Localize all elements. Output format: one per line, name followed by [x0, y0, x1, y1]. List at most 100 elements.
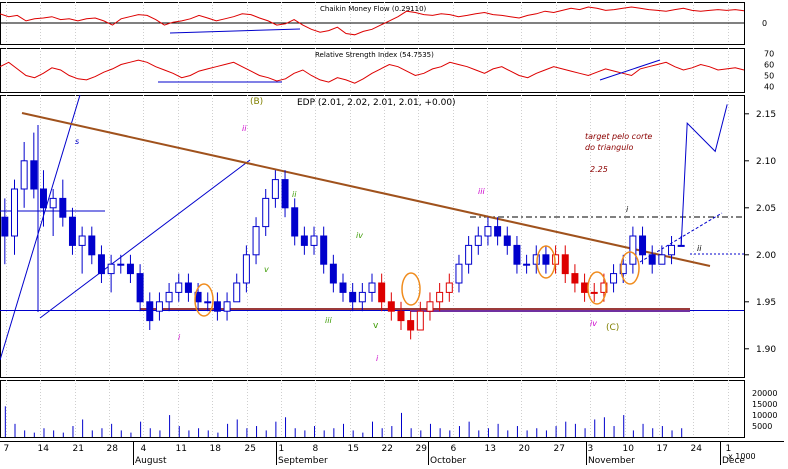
candle-body [407, 320, 415, 331]
candle-body [339, 282, 347, 293]
wave-label: v [264, 265, 269, 274]
candle-body [281, 179, 289, 209]
target-text-line1: target pelo corte [585, 132, 652, 141]
price-title: EDP (2.01, 2.02, 2.01, 2.01, +0.00) [297, 98, 456, 108]
candle-body [310, 235, 318, 246]
wave-label: iv [356, 231, 363, 240]
price-y-tick: 2.00 [756, 251, 776, 261]
highlight-circle [587, 271, 607, 305]
candle-body [465, 244, 473, 265]
volume-y-tick: 20000 [752, 389, 777, 398]
chaikin-money-flow-panel: Chaikin Money Flow (0.29110) [0, 5, 745, 36]
wave-label: iv [590, 319, 597, 328]
candle-body [291, 207, 299, 237]
candle-body [97, 254, 105, 275]
candle-body [639, 235, 647, 256]
rsi-y-tick: 60 [764, 61, 774, 70]
rising-channel-lower [39, 159, 251, 319]
highlight-circle [194, 283, 214, 317]
candle-body [136, 273, 144, 303]
x-tick-label: 18 [210, 444, 222, 454]
candle-body [600, 282, 608, 293]
volume-y-tick: 5000 [752, 422, 772, 431]
wave-label-c: (C) [606, 323, 619, 333]
x-tick-label: 8 [313, 444, 319, 454]
candle-body [436, 291, 444, 303]
candle-body [262, 197, 270, 228]
candle-body [358, 291, 366, 303]
highlight-circle [536, 245, 556, 279]
highlight-circle [401, 272, 421, 306]
price-y-tick: 2.15 [756, 110, 776, 120]
volume-panel [4, 406, 683, 437]
candle-body [329, 263, 337, 284]
month-label: September [278, 456, 328, 465]
x-tick-label: 28 [107, 444, 119, 454]
candle-body [39, 188, 47, 209]
candle-body [619, 263, 627, 275]
x-tick-label: 11 [176, 444, 187, 454]
candle-body [590, 291, 598, 294]
cmf-series-line [0, 6, 745, 36]
x-tick-label: 25 [245, 444, 256, 454]
wave-label: iii [478, 187, 485, 196]
candle-body [532, 254, 540, 265]
candle-body [223, 301, 231, 312]
x-tick-label: 27 [554, 444, 565, 454]
candle-body [117, 263, 125, 266]
wave-label: ii [292, 190, 297, 199]
rsi-trendline-2 [599, 59, 661, 81]
candle-body [1, 216, 9, 237]
candle-body [581, 282, 589, 293]
candle-body [59, 197, 67, 218]
candle-body [397, 310, 405, 322]
candle-body [561, 254, 569, 275]
candle-body [658, 254, 666, 265]
candle-body [20, 160, 28, 190]
month-label: Dece [722, 456, 745, 465]
price-y-tick: 1.90 [756, 345, 776, 355]
candle-body [320, 235, 328, 265]
candle-body [10, 188, 18, 237]
candle-body [494, 226, 502, 237]
candle-body [146, 301, 154, 322]
triangle-trendline [21, 112, 711, 267]
volume-unit-label: x 1000 [728, 452, 756, 461]
x-tick-label: 24 [691, 444, 703, 454]
grid-lines [6, 2, 729, 437]
x-tick-label: 1 [726, 444, 732, 454]
x-tick-label: 1 [279, 444, 285, 454]
price-y-tick: 2.10 [756, 157, 776, 167]
x-tick-label: 15 [348, 444, 359, 454]
candle-body [242, 254, 250, 284]
x-tick-label: 10 [623, 444, 635, 454]
candle-body [30, 160, 38, 190]
x-tick-label: 29 [416, 444, 428, 454]
rsi-y-tick: 50 [764, 72, 774, 81]
candle-body [107, 263, 115, 275]
x-tick-label: 13 [485, 444, 496, 454]
axes: 7 14 21 28 4 11 18 25 1 8 15 22 29 6 13 20 27 3 10 17 24 1Aug… [0, 19, 784, 466]
month-label: October [430, 456, 466, 465]
candle-body [668, 244, 676, 256]
volume-y-tick: 15000 [752, 400, 777, 409]
candle-body [184, 282, 192, 293]
x-tick-label: 21 [73, 444, 84, 454]
candle-body [484, 226, 492, 237]
candle-body [165, 291, 173, 303]
candle-body [513, 244, 521, 265]
wave-label: i [178, 333, 181, 342]
wave-label: ii [697, 244, 702, 253]
price-y-tick: 1.95 [756, 298, 776, 308]
panel-frames [0, 2, 745, 438]
rsi-panel: Relative Strength Index (54.7535) [0, 51, 745, 84]
rising-channel-upper [0, 94, 81, 361]
candle-body [648, 254, 656, 265]
x-tick-label: 20 [519, 444, 531, 454]
candle-body [445, 282, 453, 293]
candle-body [677, 244, 685, 247]
month-label: August [135, 456, 167, 465]
rsi-title: Relative Strength Index (54.7535) [315, 51, 434, 59]
